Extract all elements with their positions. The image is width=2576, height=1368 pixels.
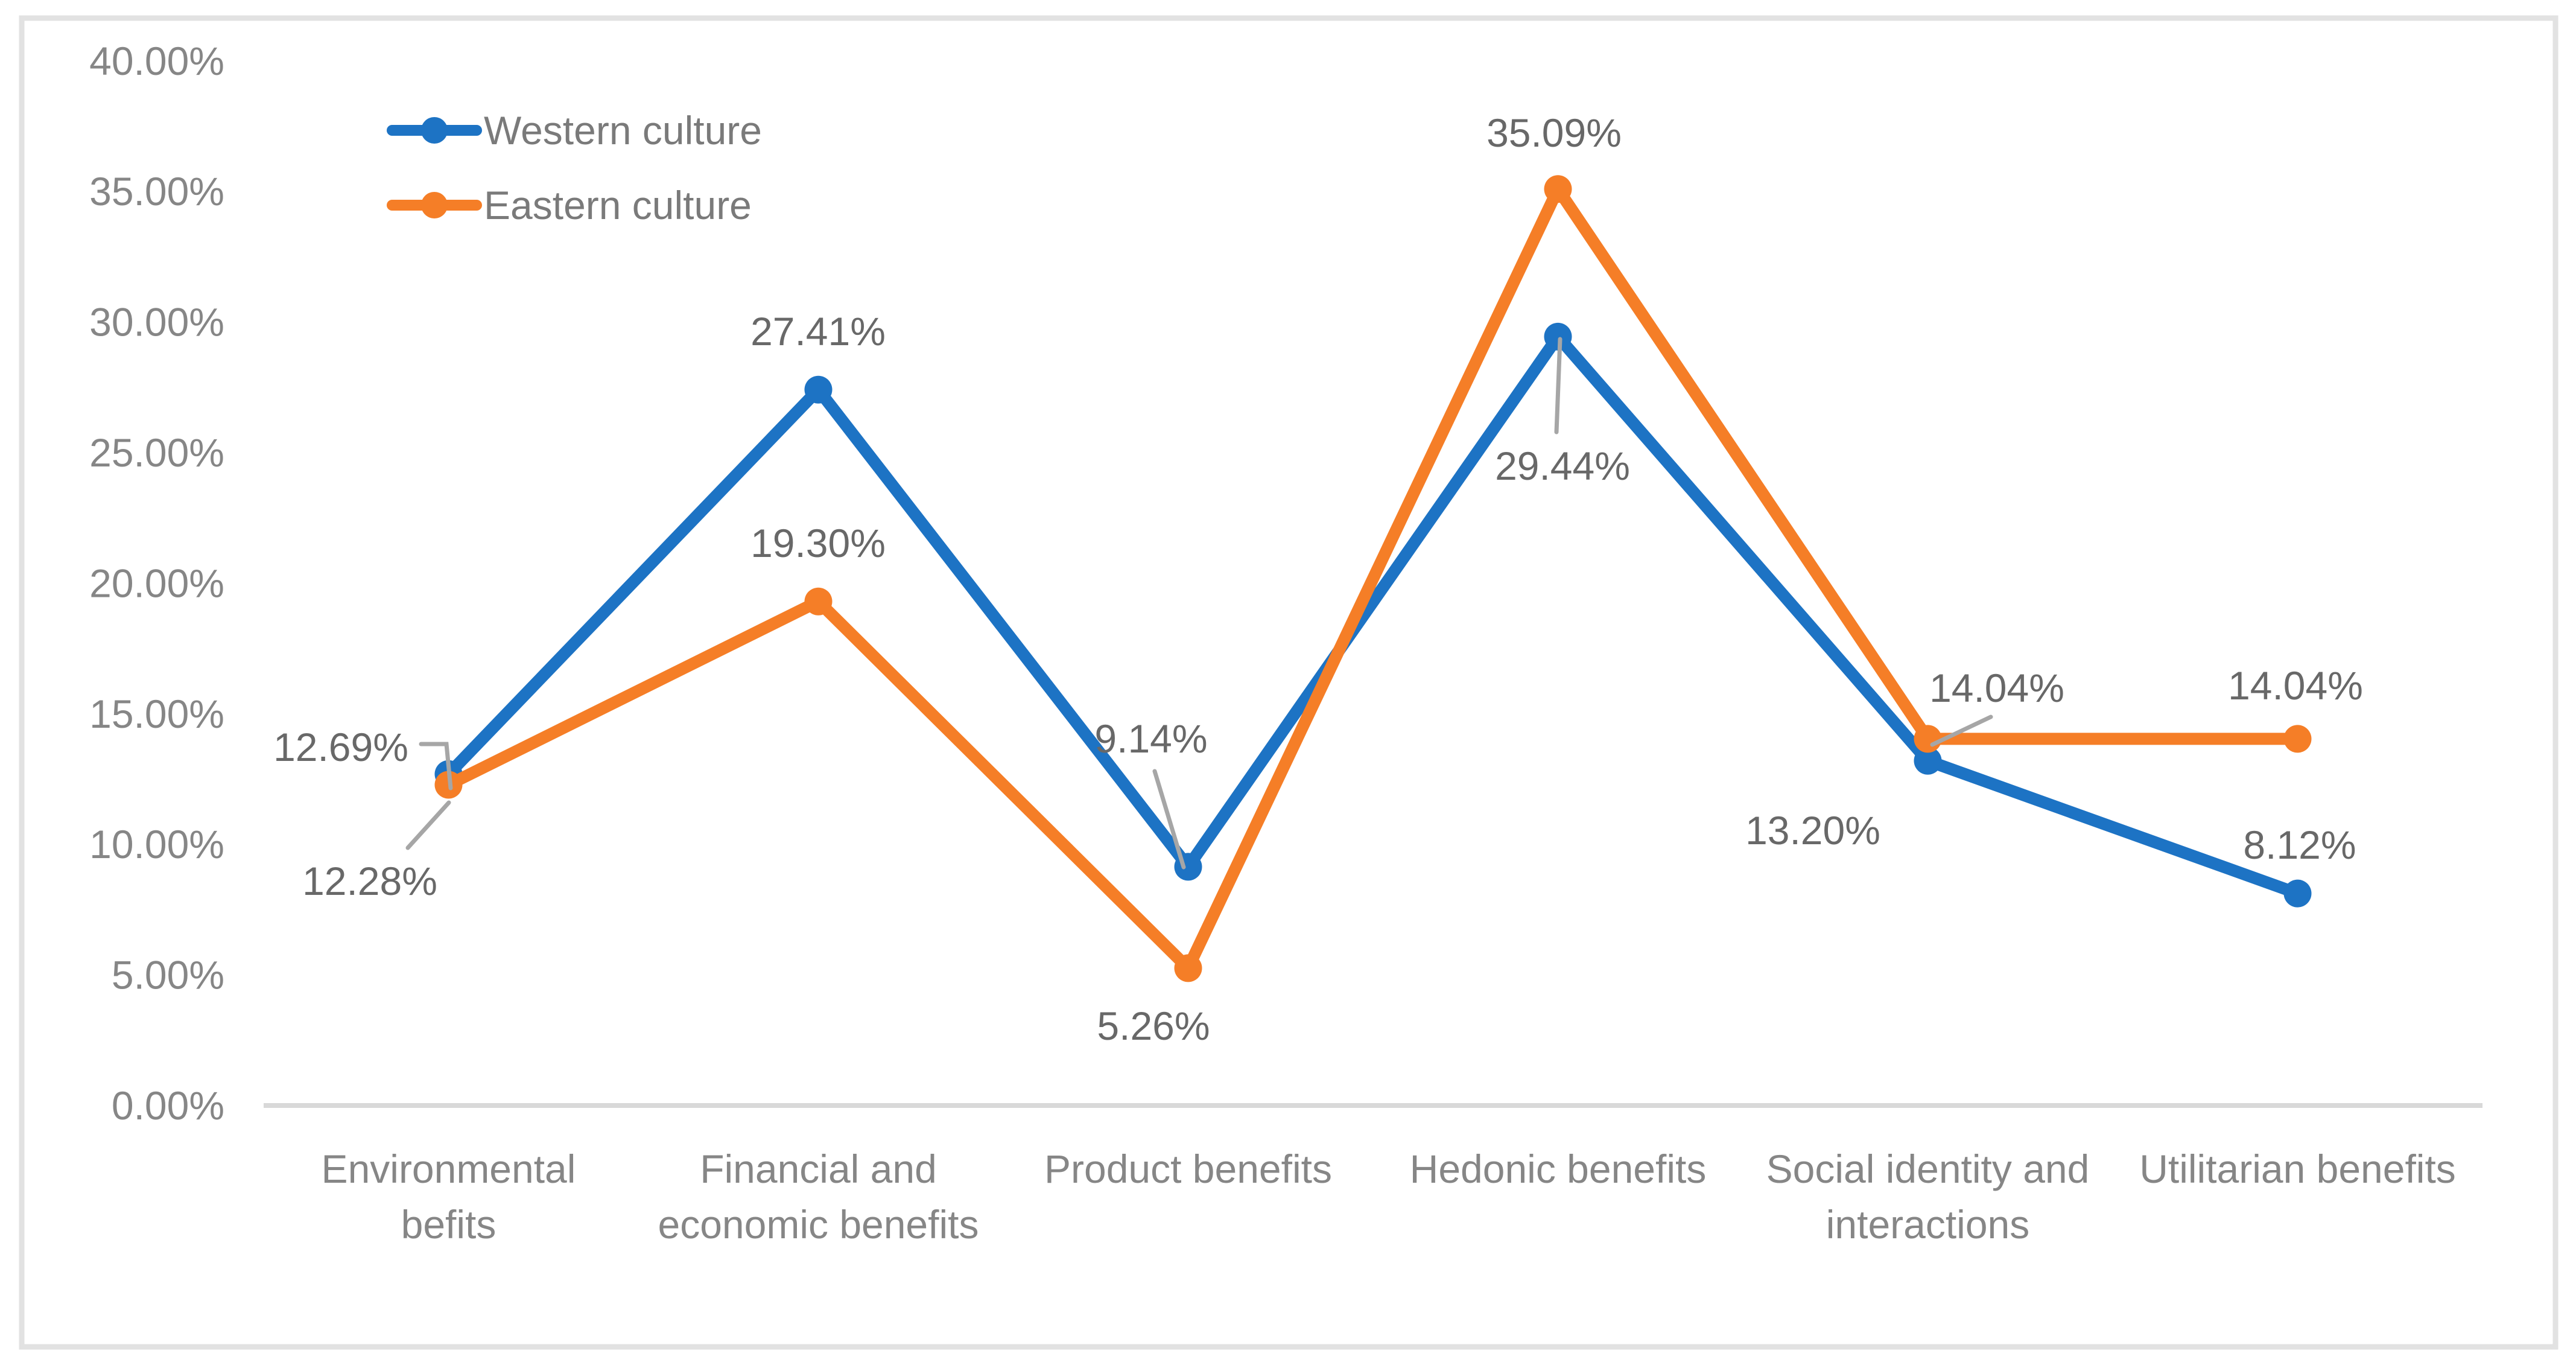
y-tick-label: 40.00% [89, 39, 224, 83]
category-label: Financial and [700, 1147, 937, 1191]
category-label: Environmental [322, 1147, 576, 1191]
y-tick-label: 5.00% [112, 953, 224, 997]
data-label-leader-line [1930, 714, 1993, 747]
category-label: Hedonic benefits [1410, 1147, 1707, 1191]
data-label-leader-line [1554, 337, 1562, 434]
data-label-western-0: 12.69% [273, 725, 408, 769]
y-tick-label: 30.00% [89, 300, 224, 345]
category-label: interactions [1826, 1202, 2030, 1247]
data-label-leader-line [405, 800, 451, 850]
data-label-western-4: 13.20% [1745, 808, 1880, 853]
data-label-eastern-2: 5.26% [1097, 1004, 1210, 1048]
data-label-eastern-3: 35.09% [1486, 110, 1622, 155]
y-tick-label: 20.00% [89, 561, 224, 605]
data-label-leader-line [1152, 769, 1186, 870]
data-label-leader-line [419, 742, 453, 791]
data-point-eastern-1 [804, 587, 833, 616]
y-tick-label: 0.00% [112, 1083, 224, 1128]
y-tick-label: 10.00% [89, 822, 224, 867]
data-label-eastern-1: 19.30% [750, 521, 886, 565]
data-label-western-5: 8.12% [2243, 822, 2356, 867]
data-point-western-4 [1914, 746, 1942, 775]
data-label-eastern-5: 14.04% [2228, 663, 2363, 708]
category-label: Social identity and [1766, 1147, 2090, 1191]
figure-border [19, 15, 2559, 1350]
y-tick-label: 15.00% [89, 692, 224, 736]
legend-label: Eastern culture [484, 183, 752, 227]
data-point-eastern-5 [2283, 725, 2312, 753]
data-label-western-2: 9.14% [1094, 716, 1207, 761]
data-label-western-1: 27.41% [750, 309, 886, 354]
legend-label: Western culture [484, 108, 762, 153]
data-label-western-3: 29.44% [1495, 444, 1630, 488]
series-line-eastern [442, 183, 2304, 975]
data-point-eastern-4 [1914, 725, 1942, 753]
data-label-eastern-0: 12.28% [302, 859, 437, 903]
series-line-western [442, 330, 2304, 900]
data-point-western-1 [804, 375, 833, 404]
legend-marker-icon [421, 192, 448, 218]
legend-marker-icon [421, 117, 448, 144]
category-label: Product benefits [1044, 1147, 1332, 1191]
data-point-western-5 [2283, 879, 2312, 908]
data-point-western-3 [1544, 322, 1572, 351]
data-point-eastern-3 [1544, 175, 1572, 203]
category-label: befits [401, 1202, 496, 1247]
y-tick-label: 35.00% [89, 169, 224, 214]
category-label: economic benefits [658, 1202, 979, 1247]
data-label-eastern-4: 14.04% [1929, 666, 2064, 710]
data-point-eastern-2 [1174, 954, 1202, 982]
y-tick-label: 25.00% [89, 430, 224, 475]
category-label: Utilitarian benefits [2139, 1147, 2456, 1191]
